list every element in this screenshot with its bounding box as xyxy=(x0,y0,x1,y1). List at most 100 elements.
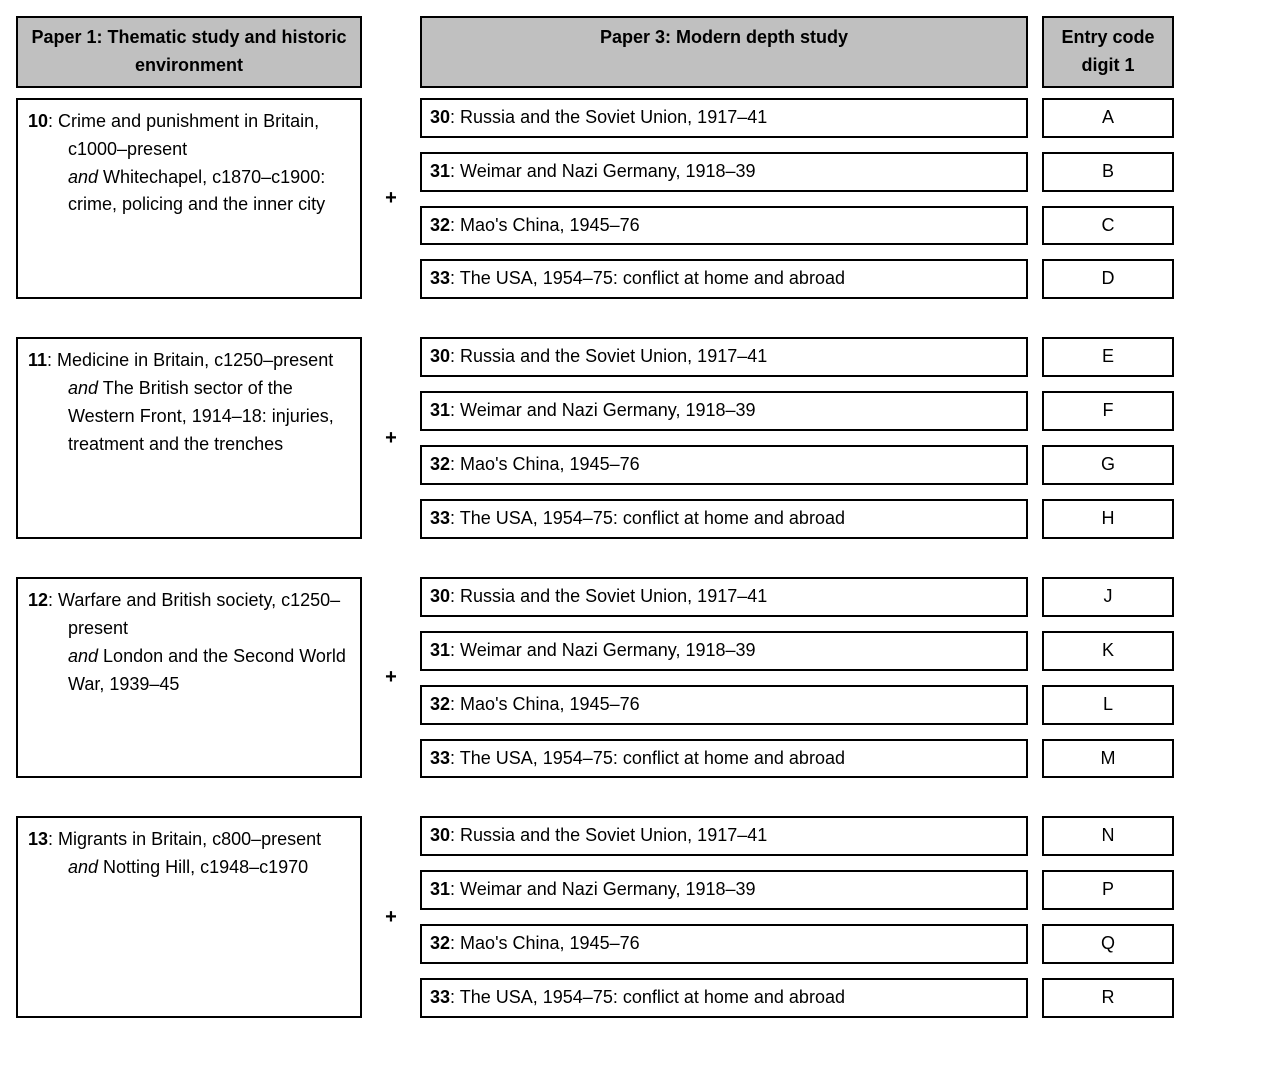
entry-code: G xyxy=(1042,445,1174,485)
paper3-option-stack: 30: Russia and the Soviet Union, 1917–41… xyxy=(420,337,1028,539)
group-spacer xyxy=(376,778,406,806)
paper3-option: 31: Weimar and Nazi Germany, 1918–39 xyxy=(420,152,1028,192)
paper3-option-title: Mao's China, 1945–76 xyxy=(460,215,640,235)
entry-code-stack: ABCD xyxy=(1042,98,1174,300)
paper3-option: 33: The USA, 1954–75: conflict at home a… xyxy=(420,499,1028,539)
entry-code: D xyxy=(1042,259,1174,299)
paper3-option-number: 32 xyxy=(430,694,450,714)
entry-code: R xyxy=(1042,978,1174,1018)
paper3-option-title: Weimar and Nazi Germany, 1918–39 xyxy=(460,400,755,420)
paper1-text-part1: Medicine in Britain, c1250–present xyxy=(57,350,333,370)
group-spacer xyxy=(16,778,362,806)
paper3-option-title: Russia and the Soviet Union, 1917–41 xyxy=(460,586,767,606)
entry-code-stack: NPQR xyxy=(1042,816,1174,1018)
group-spacer xyxy=(1042,539,1174,567)
entry-code: B xyxy=(1042,152,1174,192)
entry-code-stack: EFGH xyxy=(1042,337,1174,539)
paper1-text-part2: The British sector of the Western Front,… xyxy=(68,378,334,454)
paper3-option: 30: Russia and the Soviet Union, 1917–41 xyxy=(420,816,1028,856)
paper3-option: 32: Mao's China, 1945–76 xyxy=(420,685,1028,725)
paper3-option: 33: The USA, 1954–75: conflict at home a… xyxy=(420,978,1028,1018)
paper3-option-title: Mao's China, 1945–76 xyxy=(460,694,640,714)
paper3-option-title: Russia and the Soviet Union, 1917–41 xyxy=(460,825,767,845)
paper3-option-title: The USA, 1954–75: conflict at home and a… xyxy=(460,748,845,768)
paper3-option-title: Mao's China, 1945–76 xyxy=(460,454,640,474)
paper1-text-part2: Whitechapel, c1870–c1900: crime, policin… xyxy=(68,167,325,215)
paper3-option: 33: The USA, 1954–75: conflict at home a… xyxy=(420,739,1028,779)
paper3-option-number: 33 xyxy=(430,987,450,1007)
paper3-option-number: 30 xyxy=(430,346,450,366)
entry-code: Q xyxy=(1042,924,1174,964)
paper3-option-number: 31 xyxy=(430,640,450,660)
entry-code: E xyxy=(1042,337,1174,377)
paper3-option-number: 33 xyxy=(430,508,450,528)
paper3-option-title: Weimar and Nazi Germany, 1918–39 xyxy=(460,161,755,181)
entry-code: C xyxy=(1042,206,1174,246)
paper3-option-title: Russia and the Soviet Union, 1917–41 xyxy=(460,346,767,366)
paper1-number: 13 xyxy=(28,829,48,849)
group-spacer xyxy=(1042,299,1174,327)
group-spacer xyxy=(376,539,406,567)
paper1-and: and xyxy=(68,857,98,877)
paper1-and: and xyxy=(68,378,98,398)
paper3-option: 30: Russia and the Soviet Union, 1917–41 xyxy=(420,337,1028,377)
paper1-and: and xyxy=(68,167,98,187)
paper1-number: 10 xyxy=(28,111,48,131)
group-spacer xyxy=(420,778,1028,806)
paper3-option-number: 31 xyxy=(430,161,450,181)
paper3-option-number: 32 xyxy=(430,933,450,953)
entry-code: P xyxy=(1042,870,1174,910)
paper1-box: 13: Migrants in Britain, c800–presentand… xyxy=(16,816,362,1018)
header-plus-spacer xyxy=(376,16,406,88)
group-spacer xyxy=(16,539,362,567)
paper3-option-stack: 30: Russia and the Soviet Union, 1917–41… xyxy=(420,98,1028,300)
paper3-option-number: 30 xyxy=(430,586,450,606)
paper3-option: 30: Russia and the Soviet Union, 1917–41 xyxy=(420,577,1028,617)
plus-icon: + xyxy=(376,337,406,539)
paper3-option-number: 32 xyxy=(430,454,450,474)
paper1-number: 12 xyxy=(28,590,48,610)
plus-icon: + xyxy=(376,816,406,1018)
entry-code-stack: JKLM xyxy=(1042,577,1174,779)
paper3-option-stack: 30: Russia and the Soviet Union, 1917–41… xyxy=(420,577,1028,779)
group-spacer xyxy=(1042,778,1174,806)
paper1-text-part1: Warfare and British society, c1250–prese… xyxy=(58,590,340,638)
paper3-option-number: 31 xyxy=(430,400,450,420)
paper3-option-number: 33 xyxy=(430,748,450,768)
paper1-text-part1: Migrants in Britain, c800–present xyxy=(58,829,321,849)
entry-code: M xyxy=(1042,739,1174,779)
paper3-option-title: The USA, 1954–75: conflict at home and a… xyxy=(460,987,845,1007)
header-entry-code: Entry code digit 1 xyxy=(1042,16,1174,88)
paper3-option-number: 30 xyxy=(430,825,450,845)
paper3-option-number: 32 xyxy=(430,215,450,235)
header-paper1: Paper 1: Thematic study and historic env… xyxy=(16,16,362,88)
plus-icon: + xyxy=(376,577,406,779)
paper3-option-title: Russia and the Soviet Union, 1917–41 xyxy=(460,107,767,127)
paper1-text-part2: London and the Second World War, 1939–45 xyxy=(68,646,346,694)
paper3-option: 30: Russia and the Soviet Union, 1917–41 xyxy=(420,98,1028,138)
entry-code: J xyxy=(1042,577,1174,617)
paper3-option-title: Weimar and Nazi Germany, 1918–39 xyxy=(460,879,755,899)
header-paper3: Paper 3: Modern depth study xyxy=(420,16,1028,88)
paper3-option-title: Mao's China, 1945–76 xyxy=(460,933,640,953)
entry-code: H xyxy=(1042,499,1174,539)
paper3-option-number: 31 xyxy=(430,879,450,899)
paper1-box: 11: Medicine in Britain, c1250–presentan… xyxy=(16,337,362,539)
paper1-and: and xyxy=(68,646,98,666)
paper3-option: 31: Weimar and Nazi Germany, 1918–39 xyxy=(420,870,1028,910)
paper3-option-number: 30 xyxy=(430,107,450,127)
paper3-option: 31: Weimar and Nazi Germany, 1918–39 xyxy=(420,391,1028,431)
paper3-option-stack: 30: Russia and the Soviet Union, 1917–41… xyxy=(420,816,1028,1018)
paper1-box: 10: Crime and punishment in Britain, c10… xyxy=(16,98,362,300)
paper3-option: 32: Mao's China, 1945–76 xyxy=(420,206,1028,246)
paper1-number: 11 xyxy=(28,350,47,370)
entry-code: F xyxy=(1042,391,1174,431)
group-spacer xyxy=(420,299,1028,327)
paper1-text-part1: Crime and punishment in Britain, c1000–p… xyxy=(58,111,319,159)
paper3-option: 32: Mao's China, 1945–76 xyxy=(420,445,1028,485)
paper3-option-title: Weimar and Nazi Germany, 1918–39 xyxy=(460,640,755,660)
group-spacer xyxy=(420,539,1028,567)
entry-code: L xyxy=(1042,685,1174,725)
entry-code: K xyxy=(1042,631,1174,671)
paper1-text-part2: Notting Hill, c1948–c1970 xyxy=(98,857,308,877)
